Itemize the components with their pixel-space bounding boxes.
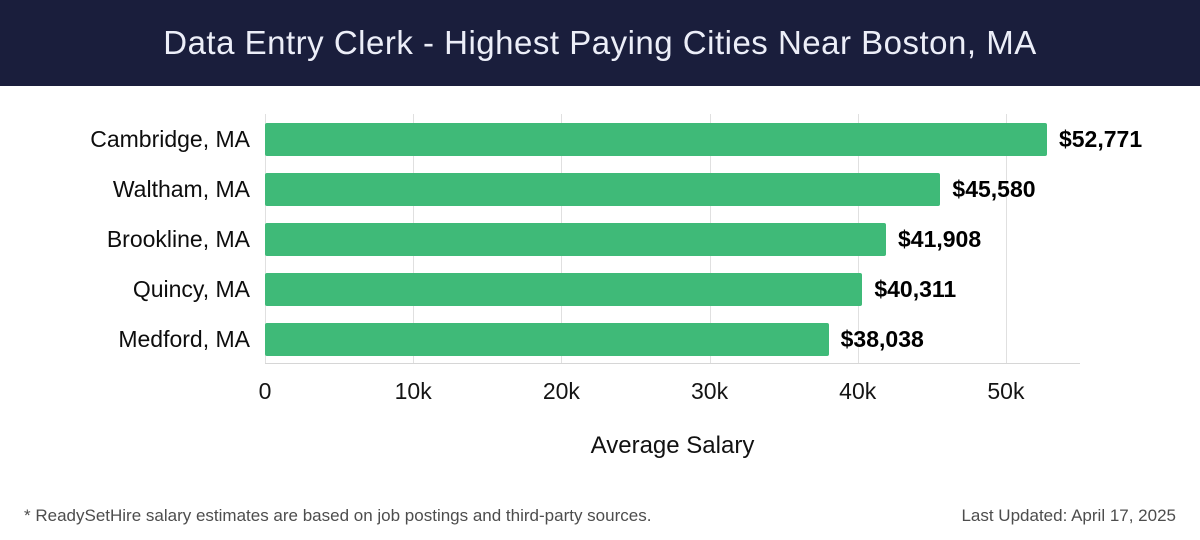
category-label: Waltham, MA bbox=[112, 176, 250, 202]
category-label: Quincy, MA bbox=[132, 276, 250, 302]
x-tick-label: 50k bbox=[987, 378, 1025, 404]
value-label: $45,580 bbox=[952, 176, 1036, 202]
value-label: $52,771 bbox=[1058, 126, 1143, 152]
footer-disclaimer: * ReadySetHire salary estimates are base… bbox=[24, 506, 652, 525]
x-tick-label: 10k bbox=[394, 378, 432, 404]
x-tick-label: 20k bbox=[542, 378, 580, 404]
bar bbox=[265, 172, 941, 206]
chart-area: Cambridge, MA Waltham, MA Brookline, MA Qui… bbox=[0, 86, 1200, 540]
x-axis-title: Average Salary bbox=[590, 432, 755, 459]
footer-last-updated: Last Updated: April 17, 2025 bbox=[961, 506, 1176, 525]
bar bbox=[265, 322, 829, 356]
bar bbox=[265, 122, 1047, 156]
chart-footer: * ReadySetHire salary estimates are base… bbox=[0, 506, 1200, 526]
plot-area: $52,771 $45,580 $41,908 $40,311 $38,038 bbox=[265, 114, 1142, 364]
gridline bbox=[1005, 114, 1007, 363]
value-label: $41,908 bbox=[898, 226, 982, 252]
category-label: Brookline, MA bbox=[106, 226, 250, 252]
x-tick-label: 0 bbox=[258, 378, 272, 404]
x-axis-ticks: 0 10k 20k 30k 40k 50k bbox=[259, 378, 1080, 408]
category-axis: Cambridge, MA Waltham, MA Brookline, MA Qui… bbox=[0, 114, 250, 364]
bar bbox=[265, 222, 886, 256]
chart-title: Data Entry Clerk - Highest Paying Cities… bbox=[163, 24, 1037, 61]
value-label: $40,311 bbox=[874, 276, 957, 302]
category-label: Medford, MA bbox=[118, 326, 250, 352]
chart-header: Data Entry Clerk - Highest Paying Cities… bbox=[0, 0, 1200, 86]
category-label: Cambridge, MA bbox=[90, 126, 250, 152]
bar bbox=[265, 272, 863, 306]
x-tick-label: 40k bbox=[839, 378, 877, 404]
x-tick-label: 30k bbox=[690, 378, 729, 404]
value-label: $38,038 bbox=[840, 326, 924, 352]
